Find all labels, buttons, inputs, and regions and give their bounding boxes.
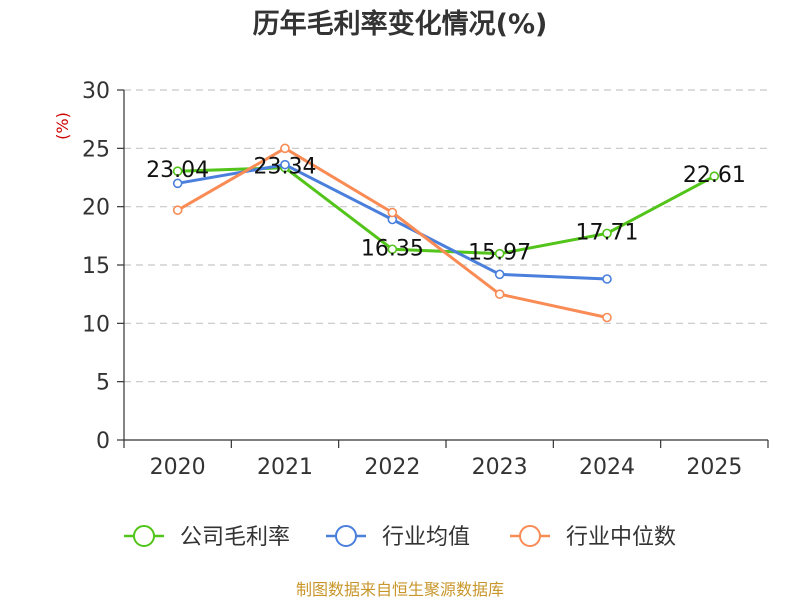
- y-tick-label-5: 5: [96, 371, 110, 396]
- data-label-2024: 17.71: [576, 220, 639, 245]
- data-point-0-2025: [709, 171, 720, 182]
- data-point-0-2024: [602, 228, 612, 239]
- legend-item-2: 行业中位数: [510, 525, 676, 550]
- y-tick-label-15: 15: [82, 254, 110, 279]
- data-point-1-2024: [602, 274, 612, 284]
- data-point-1-2023: [494, 269, 505, 280]
- data-point-2-2023: [494, 289, 505, 299]
- y-tick-label-25: 25: [82, 137, 110, 162]
- data-point-0-2023: [494, 248, 505, 259]
- legend-marker-icon: [335, 525, 357, 547]
- data-point-0-2020: [172, 166, 183, 176]
- series-line-2: [176, 146, 608, 319]
- legend-item-0: 公司毛利率: [124, 525, 290, 550]
- x-tick-label-2024: 2024: [579, 455, 635, 480]
- series-2: [172, 143, 612, 323]
- legend-marker-icon: [519, 525, 541, 547]
- x-tick-label-2022: 2022: [364, 455, 420, 480]
- legend-marker-icon: [133, 525, 155, 547]
- y-tick-label-10: 10: [82, 312, 110, 337]
- y-axis-unit-label: (%): [53, 112, 72, 140]
- data-label-2022: 16.35: [361, 236, 424, 261]
- data-point-2-2022: [387, 207, 398, 218]
- x-tick-label-2025: 2025: [686, 455, 742, 480]
- y-tick-label-30: 30: [82, 79, 110, 104]
- x-tick-label-2020: 2020: [150, 455, 206, 480]
- series-1: [172, 159, 612, 284]
- x-tick-label-2023: 2023: [472, 455, 528, 480]
- data-labels: 23.04 23.34 16.35 15.97 17.71 22.61: [146, 155, 746, 266]
- legend: 公司毛利率 行业均值 行业中位数: [124, 525, 676, 550]
- y-tick-label-20: 20: [82, 196, 110, 221]
- x-tick-label-2021: 2021: [257, 455, 313, 480]
- legend-item-1: 行业均值: [326, 525, 470, 550]
- y-tick-label-0: 0: [96, 429, 110, 454]
- chart-title: 历年毛利率变化情况(%): [253, 8, 548, 40]
- data-point-1-2020: [172, 178, 183, 189]
- data-point-2-2020: [172, 205, 183, 215]
- legend-label-0: 公司毛利率: [180, 525, 290, 550]
- grid-lines: [124, 89, 768, 383]
- data-label-2021: 23.34: [254, 155, 317, 180]
- source-note: 制图数据来自恒生聚源数据库: [296, 580, 504, 599]
- legend-label-1: 行业均值: [382, 525, 470, 550]
- data-point-1-2021: [280, 159, 290, 170]
- legend-label-2: 行业中位数: [566, 525, 676, 550]
- data-label-2023: 15.97: [468, 241, 531, 266]
- data-label-2025: 22.61: [683, 163, 746, 188]
- data-point-2-2021: [280, 143, 290, 154]
- series-layer: [172, 143, 720, 323]
- data-point-0-2022: [387, 244, 398, 255]
- data-label-2020: 23.04: [146, 158, 209, 183]
- data-point-2-2024: [602, 312, 612, 323]
